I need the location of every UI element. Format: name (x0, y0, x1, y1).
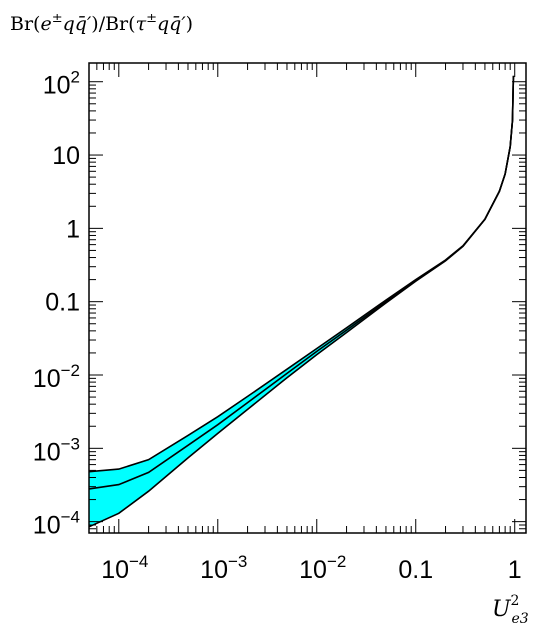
x-tick-label: 10−2 (299, 552, 346, 584)
y-tick-label: 0.1 (45, 289, 80, 317)
x-tick-label: 10−4 (101, 552, 148, 584)
y-axis-title: Br(e±qq̄′)/Br(τ±qq̄′) (10, 11, 193, 35)
axis-ticks (88, 63, 526, 534)
y-tick-label: 10−2 (33, 361, 80, 393)
series-line-central (88, 75, 515, 490)
y-tick-label: 10 (52, 142, 80, 170)
x-tick-label: 0.1 (398, 556, 433, 584)
series-line-upper (88, 75, 515, 473)
y-tick-label: 10−3 (33, 434, 80, 466)
x-tick-label: 10−3 (200, 552, 247, 584)
x-tick-label: 1 (508, 556, 522, 584)
y-tick-label: 102 (43, 68, 80, 100)
plot-area (88, 75, 515, 528)
series-line-lower (88, 75, 515, 528)
uncertainty-band (89, 75, 514, 527)
x-axis-title: U2 e3 (492, 593, 529, 627)
plot-frame (88, 62, 527, 534)
y-tick-label: 10−4 (33, 508, 80, 540)
tick-labels: 10−4 10−3 10−2 0.1 1 102 10 1 0.1 10−2 10−3 10−4 (33, 68, 522, 584)
y-tick-label: 1 (66, 215, 80, 243)
